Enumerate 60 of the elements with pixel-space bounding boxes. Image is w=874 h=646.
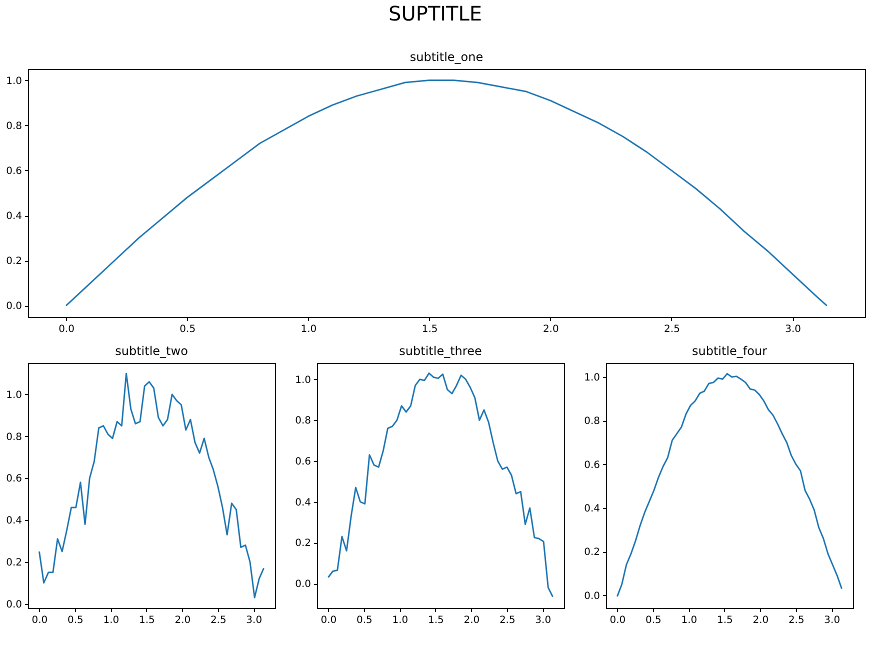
chart-title: SUPTITLE [388,2,482,26]
x-tick-label: 2.0 [542,324,559,335]
x-tick-label: 2.5 [499,615,516,626]
y-tick-label: 0.0 [295,579,311,590]
y-tick-label: 0.4 [6,516,22,527]
x-tick-label: 1.5 [428,615,444,626]
y-tick-label: 0.0 [6,599,22,610]
x-tick-label: 2.0 [752,615,769,626]
x-tick-label: 0.0 [610,615,626,626]
x-tick-label: 3.0 [246,615,262,626]
x-tick-label: 0.0 [320,615,337,626]
y-tick-label: 0.2 [6,557,22,568]
line-series [616,372,842,598]
x-tick-label: 1.5 [422,324,438,335]
x-tick-label: 1.5 [716,615,733,626]
x-tick-label: 2.0 [464,615,480,626]
x-tick-label: 2.5 [664,324,680,335]
chart-subtitle: subtitle_one [410,50,484,64]
x-tick-label: 0.5 [646,615,662,626]
y-tick-label: 0.2 [6,256,22,268]
line-series [327,372,554,598]
y-tick-label: 0.6 [584,460,600,471]
y-tick-label: 0.8 [295,416,311,427]
x-tick-label: 0.0 [32,615,48,626]
x-tick-label: 0.0 [58,324,74,335]
y-tick-label: 0.6 [295,456,311,468]
chart-subtitle: subtitle_four [692,344,768,358]
x-tick-label: 0.5 [356,615,372,626]
line-series [65,80,828,306]
y-tick-label: 0.2 [295,538,311,550]
y-tick-label: 0.8 [6,120,22,132]
x-tick-label: 3.0 [785,324,802,335]
y-tick-label: 0.8 [584,416,600,428]
y-tick-label: 0.0 [6,301,22,312]
chart-subtitle: subtitle_three [399,344,482,358]
x-tick-label: 2.5 [210,615,226,626]
x-tick-label: 1.5 [138,615,155,626]
x-tick-label: 2.0 [174,615,191,626]
y-tick-label: 0.4 [584,503,600,514]
x-tick-label: 0.5 [68,615,84,626]
y-tick-label: 0.0 [584,590,600,602]
chart-subtitle: subtitle_two [115,344,188,358]
y-tick-label: 0.4 [295,497,311,508]
y-tick-label: 0.2 [584,547,600,558]
x-tick-label: 1.0 [103,615,120,626]
x-tick-label: 3.0 [535,615,552,626]
y-tick-label: 1.0 [584,372,600,384]
y-tick-label: 1.0 [6,390,22,401]
y-tick-label: 1.0 [6,76,22,87]
x-tick-label: 2.5 [788,615,804,626]
x-tick-label: 1.0 [392,615,408,626]
y-tick-label: 1.0 [295,374,311,386]
y-tick-label: 0.4 [6,211,22,222]
x-tick-label: 1.0 [681,615,698,626]
y-tick-label: 0.8 [6,432,22,443]
x-tick-label: 0.5 [180,324,196,335]
y-tick-label: 0.6 [6,474,22,485]
line-series [38,372,264,598]
x-tick-label: 3.0 [824,615,840,626]
y-tick-label: 0.6 [6,166,22,177]
